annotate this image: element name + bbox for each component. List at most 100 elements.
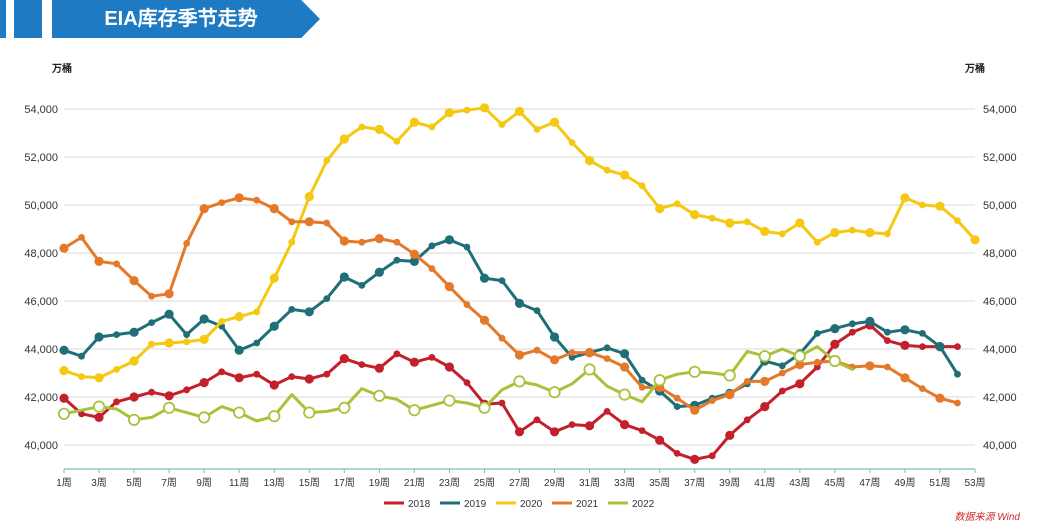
data-point [760, 376, 770, 386]
data-point [269, 380, 279, 390]
data-point [444, 108, 455, 118]
data-point [778, 230, 786, 238]
x-tick-label: 1周 [56, 477, 72, 489]
y-tick-label-right: 44,000 [983, 344, 1017, 356]
data-point [428, 123, 436, 131]
data-point [830, 228, 840, 238]
data-point [148, 292, 155, 300]
data-point [304, 374, 314, 384]
data-point [638, 427, 646, 434]
data-point [954, 217, 961, 225]
data-point [708, 452, 716, 460]
data-point [970, 235, 980, 245]
y-tick-label-left: 50,000 [24, 200, 58, 212]
data-point [199, 378, 209, 388]
x-tick-label: 43周 [789, 477, 810, 489]
x-tick-label: 27周 [509, 477, 530, 489]
data-point [778, 362, 786, 370]
y-tick-label-right: 48,000 [983, 248, 1017, 260]
data-point [78, 352, 85, 360]
data-point [148, 319, 155, 326]
data-point [373, 389, 386, 402]
data-point [253, 339, 261, 347]
data-point [549, 427, 560, 437]
data-point [199, 314, 209, 324]
data-point [760, 226, 770, 236]
data-point [690, 454, 700, 464]
data-point [374, 267, 384, 277]
data-point [339, 134, 349, 144]
x-tick-label: 29周 [544, 477, 565, 489]
data-point [444, 362, 455, 372]
data-point [848, 226, 856, 234]
data-point [164, 309, 174, 319]
data-point [234, 345, 244, 355]
data-point [409, 357, 419, 367]
data-point [725, 430, 735, 440]
y-tick-label-right: 46,000 [983, 296, 1017, 308]
data-point [620, 362, 630, 372]
banner-decoration-left [0, 0, 6, 38]
data-point [498, 399, 506, 407]
data-point [708, 214, 716, 222]
data-point [163, 401, 176, 414]
x-tick-label: 51周 [929, 477, 950, 489]
data-point [78, 373, 85, 380]
data-point [269, 273, 279, 283]
x-tick-label: 17周 [334, 477, 355, 489]
x-tick-label: 5周 [126, 477, 142, 489]
data-point [638, 376, 646, 384]
y-tick-label-left: 52,000 [24, 152, 58, 164]
data-point [94, 332, 104, 342]
left-axis-unit: 万桶 [52, 64, 72, 75]
data-point [78, 410, 85, 418]
legend-label-2021: 2021 [576, 499, 599, 510]
data-point [743, 378, 751, 385]
data-point [498, 334, 506, 342]
data-point [848, 328, 856, 336]
data-point [129, 356, 139, 366]
data-point [514, 427, 525, 437]
data-point [618, 388, 631, 401]
x-tick-label: 31周 [579, 477, 600, 489]
right-axis-unit: 万桶 [965, 64, 985, 75]
data-point [113, 331, 120, 338]
data-point [218, 368, 226, 376]
data-point [673, 200, 681, 208]
data-point [690, 210, 700, 220]
data-point [303, 406, 316, 419]
legend-label-2018: 2018 [408, 499, 431, 510]
data-point [620, 170, 630, 180]
data-point [323, 157, 331, 165]
data-point [568, 349, 576, 356]
data-point [568, 421, 576, 428]
data-point [199, 204, 209, 214]
data-point [655, 204, 665, 214]
data-point [288, 238, 296, 246]
x-tick-label: 21周 [404, 477, 425, 489]
x-tick-label: 45周 [824, 477, 845, 489]
data-point [919, 330, 926, 337]
data-point [408, 404, 421, 417]
data-point [59, 366, 69, 376]
data-point [463, 301, 471, 308]
data-point [919, 201, 926, 209]
data-point [234, 193, 244, 203]
data-point [304, 307, 314, 317]
x-tick-label: 9周 [196, 477, 212, 489]
x-tick-label: 19周 [369, 477, 390, 489]
data-point [935, 342, 945, 352]
x-tick-label: 39周 [719, 477, 740, 489]
y-tick-label-right: 42,000 [983, 392, 1017, 404]
data-point [198, 411, 211, 424]
data-point [655, 435, 665, 445]
series-2020 [59, 103, 980, 383]
data-point [935, 393, 945, 403]
data-point [673, 450, 681, 457]
data-point [778, 369, 786, 377]
data-point [795, 360, 805, 370]
legend-label-2022: 2022 [632, 499, 655, 510]
data-point [148, 340, 155, 348]
data-point [673, 394, 681, 402]
